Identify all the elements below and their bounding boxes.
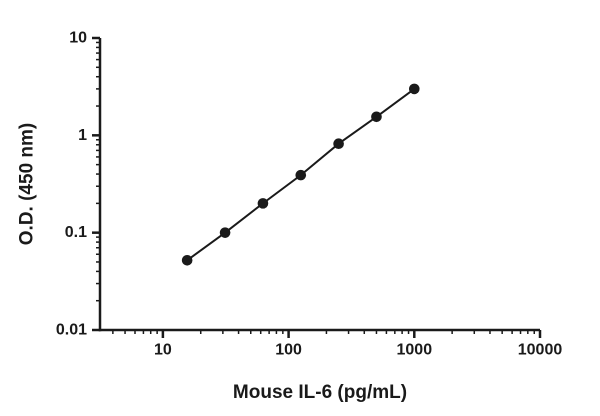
data-point bbox=[333, 138, 344, 150]
y-tick-label: 1 bbox=[78, 127, 87, 144]
data-point bbox=[181, 255, 193, 266]
x-axis-title: Mouse IL-6 (pg/mL) bbox=[233, 382, 407, 403]
data-point bbox=[408, 83, 420, 95]
y-tick-label: 10 bbox=[69, 30, 87, 47]
x-tick-label: 100 bbox=[275, 341, 302, 358]
data-point bbox=[257, 198, 269, 209]
x-tick-label: 10 bbox=[154, 341, 172, 358]
y-tick-label: 0.1 bbox=[65, 224, 87, 241]
x-tick-label: 1000 bbox=[397, 341, 433, 358]
x-tick-label: 10000 bbox=[518, 341, 563, 358]
data-point bbox=[219, 227, 231, 238]
y-tick-label: 0.01 bbox=[56, 322, 87, 339]
data-point bbox=[295, 169, 307, 181]
data-point bbox=[371, 111, 382, 123]
y-axis-title: O.D. (450 nm) bbox=[17, 123, 38, 245]
